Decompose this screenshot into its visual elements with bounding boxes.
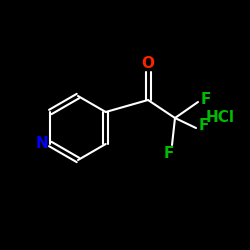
Text: F: F	[199, 118, 209, 134]
Text: F: F	[201, 92, 211, 108]
Text: N: N	[36, 136, 49, 152]
Text: HCl: HCl	[206, 110, 234, 126]
Text: F: F	[164, 146, 174, 160]
Text: O: O	[142, 56, 154, 72]
